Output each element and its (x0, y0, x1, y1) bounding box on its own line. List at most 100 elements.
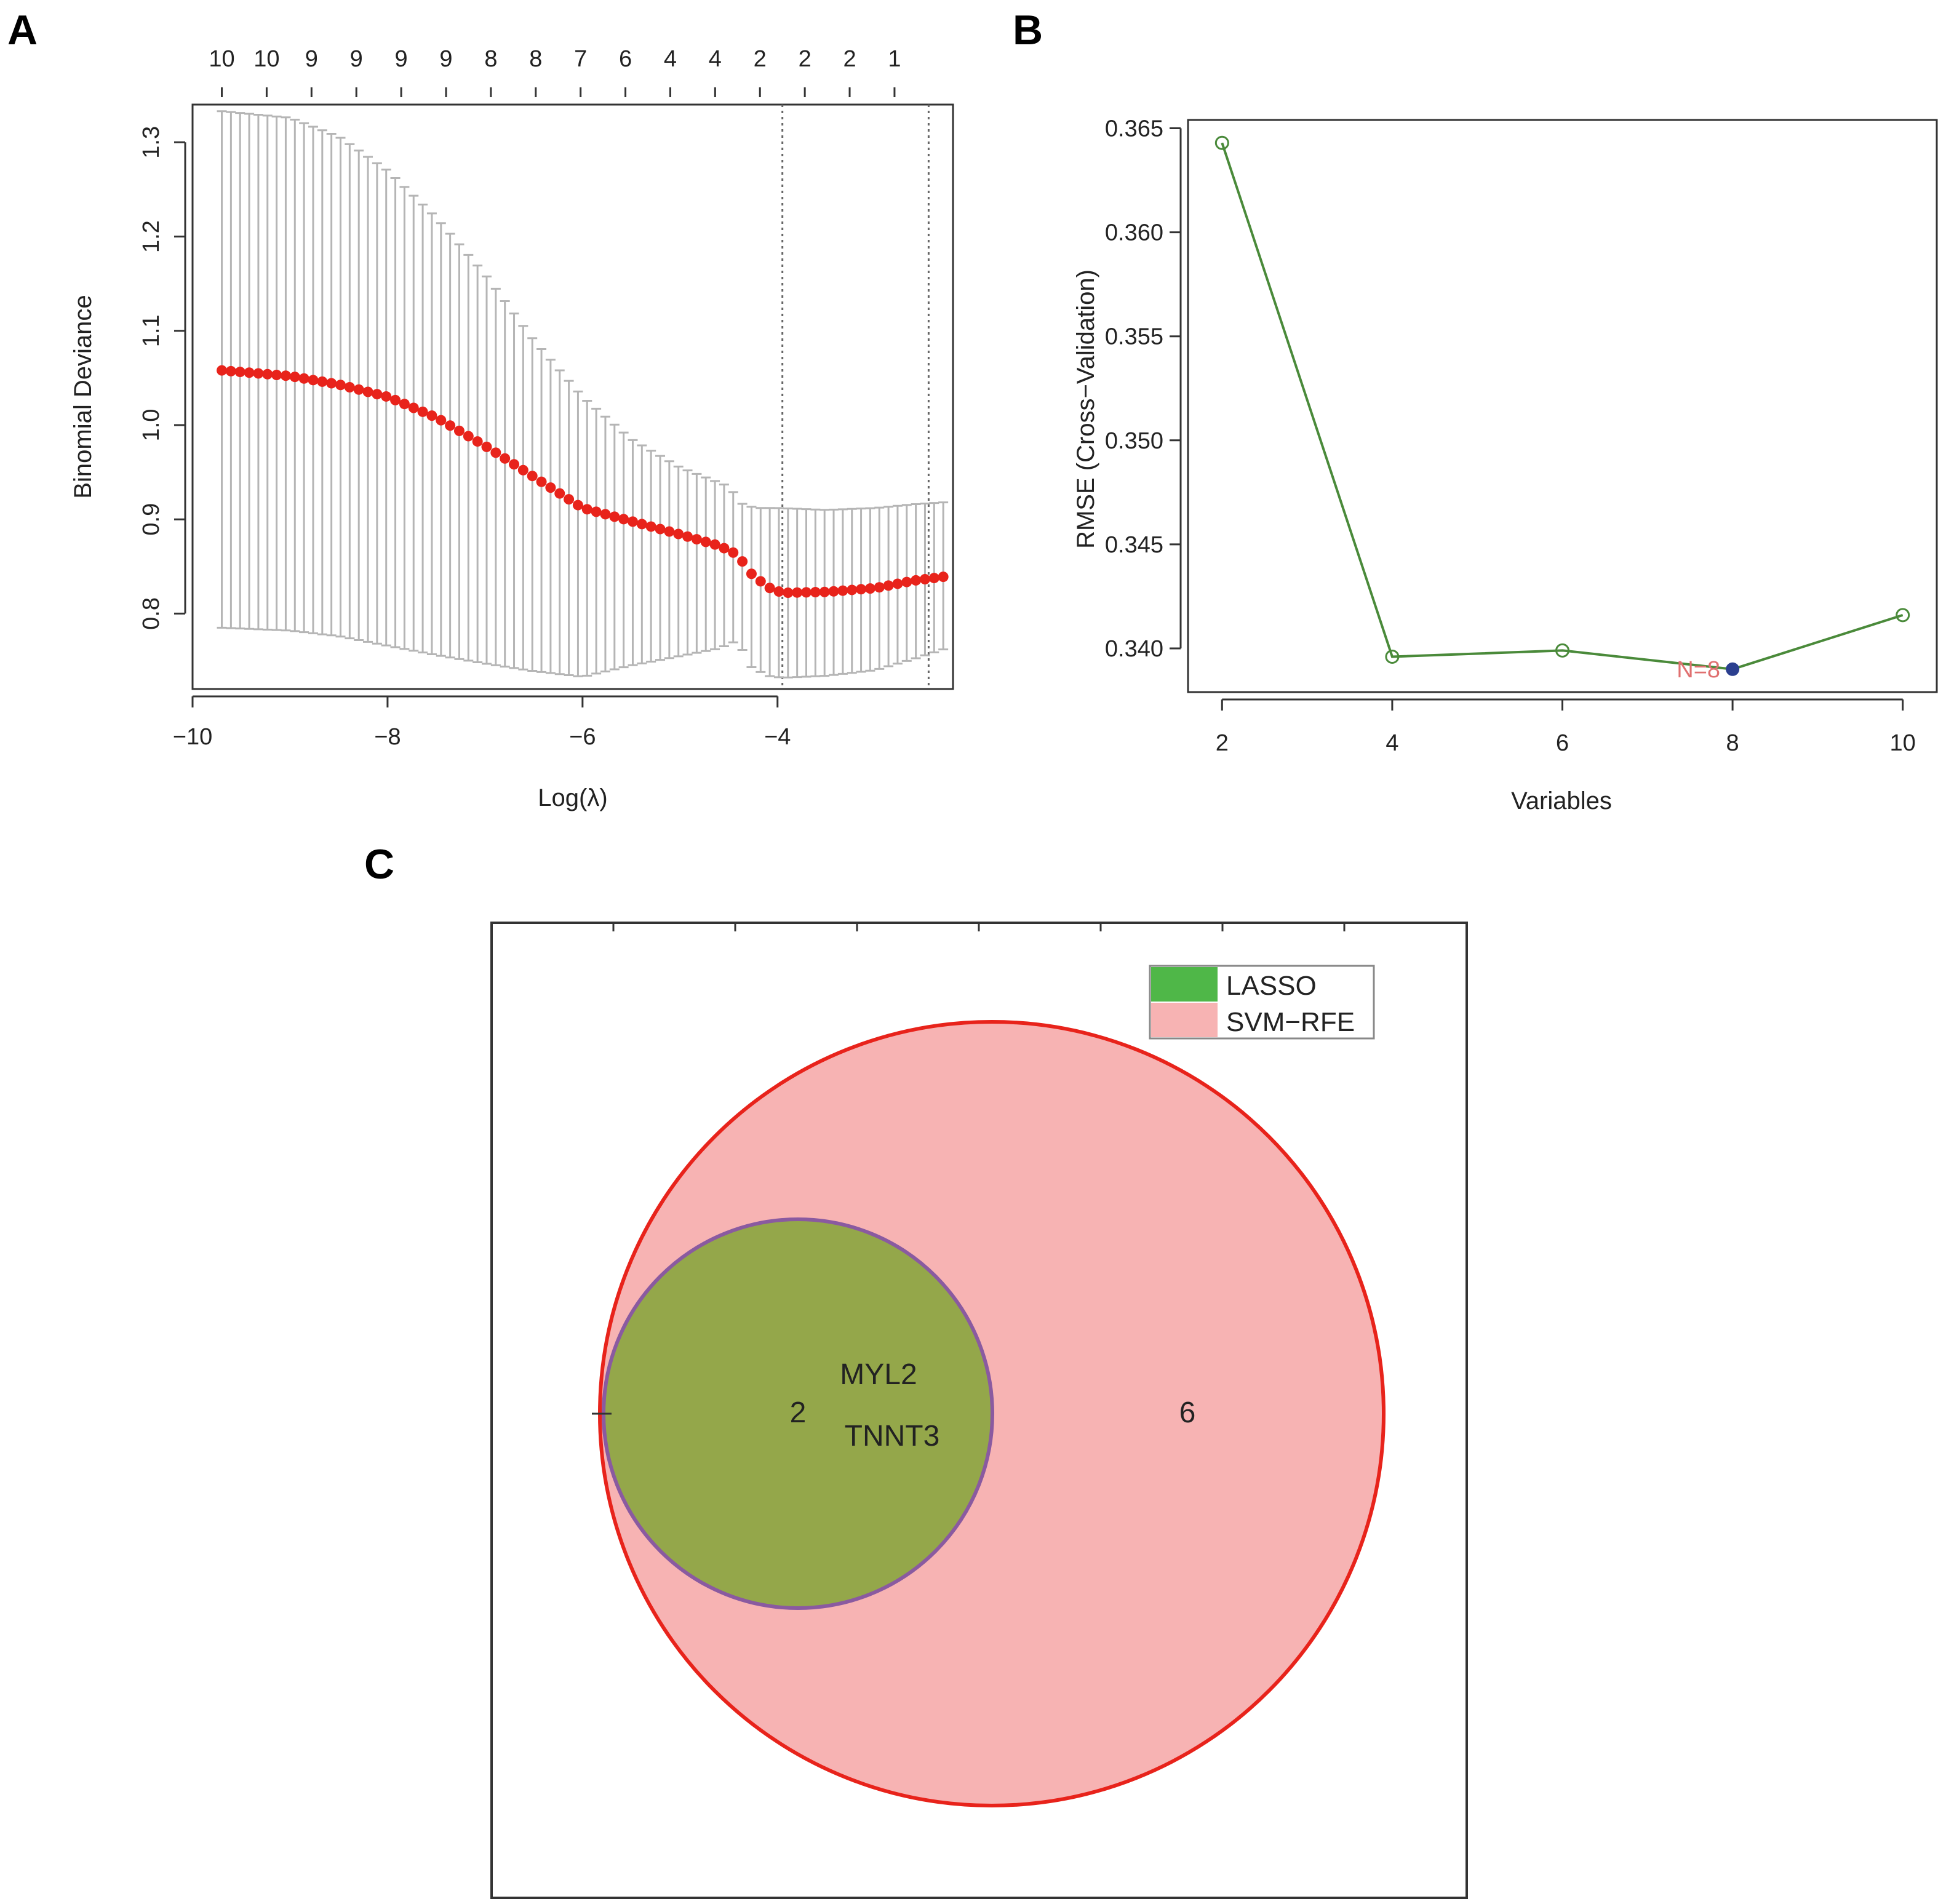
deviance-point (874, 582, 885, 593)
lasso-plot-frame (191, 103, 954, 690)
deviance-point (792, 587, 803, 598)
lasso-cv-chart: −10 −8 −6 −4 0.8 0.9 1.0 1.1 1.2 1.3 10 10 9 9 9 9 8 8 7… (70, 46, 954, 811)
x-tick-label: 2 (1216, 730, 1229, 756)
top-tick-label: 9 (439, 46, 452, 72)
deviance-point (344, 382, 355, 393)
deviance-point (234, 367, 245, 378)
deviance-point (673, 528, 684, 540)
deviance-point (253, 368, 264, 379)
deviance-point (746, 568, 757, 580)
deviance-point (436, 415, 447, 426)
svm-plot-frame (1187, 119, 1938, 693)
deviance-point (335, 380, 346, 391)
deviance-point (445, 420, 456, 431)
deviance-point (737, 556, 748, 567)
intersection-count: 2 (790, 1396, 807, 1429)
legend-swatch-svm (1151, 1003, 1218, 1037)
top-tick-label: 9 (350, 46, 363, 72)
deviance-point (938, 572, 949, 583)
deviance-point (225, 365, 236, 376)
y-tick-label: 0.8 (138, 597, 164, 630)
deviance-point (509, 459, 520, 470)
y-tick-label: 1.3 (138, 126, 164, 159)
deviance-point (527, 471, 538, 482)
deviance-point (864, 583, 875, 594)
y-tick-label: 0.340 (1105, 636, 1163, 662)
deviance-point (773, 586, 784, 597)
deviance-point (636, 519, 647, 530)
lasso-error-bars (217, 110, 949, 679)
rmse-point (1896, 608, 1910, 623)
deviance-point (453, 425, 465, 436)
deviance-point (271, 369, 282, 380)
deviance-point (837, 585, 848, 596)
top-tick-label: 10 (209, 46, 234, 72)
top-tick-label: 8 (484, 46, 497, 72)
y-tick-label: 1.1 (138, 314, 164, 347)
legend-label-lasso: LASSO (1226, 971, 1317, 1001)
venn-diagram: 2 6 MYL2 TNNT3 LASSO SVM−RFE (490, 922, 1468, 1899)
y-tick-label: 0.350 (1105, 428, 1163, 454)
deviance-point (262, 368, 273, 380)
deviance-point (764, 583, 775, 594)
top-tick-label: 9 (395, 46, 408, 72)
deviance-point (463, 431, 474, 442)
deviance-point (289, 372, 300, 383)
deviance-point (655, 524, 666, 535)
deviance-point (244, 367, 255, 378)
deviance-point (847, 584, 858, 595)
lasso-y-axis-title: Binomial Deviance (70, 295, 97, 498)
top-tick-label: 2 (754, 46, 767, 72)
venn-legend: LASSO SVM−RFE (1149, 965, 1375, 1040)
deviance-point (810, 587, 821, 598)
deviance-point (572, 500, 583, 511)
panel-letter-a: A (7, 7, 38, 54)
x-tick-label: 6 (1556, 730, 1569, 756)
top-tick-label: 10 (253, 46, 279, 72)
deviance-point (709, 539, 720, 550)
optimum-point (1726, 662, 1740, 676)
deviance-point (801, 587, 812, 598)
top-tick-label: 2 (843, 46, 856, 72)
deviance-point (372, 389, 383, 400)
svm-rmse-points (1214, 135, 1910, 676)
deviance-point (928, 573, 939, 584)
top-tick-label: 1 (888, 46, 901, 72)
deviance-point (317, 376, 328, 387)
deviance-point (609, 511, 620, 522)
deviance-point (362, 386, 373, 397)
deviance-point (892, 578, 903, 589)
deviance-point (399, 399, 410, 410)
deviance-point (326, 378, 337, 389)
deviance-point (426, 410, 437, 421)
deviance-point (919, 573, 930, 584)
x-tick-label: −4 (764, 724, 791, 750)
legend-label-svm: SVM−RFE (1226, 1007, 1355, 1037)
y-tick-label: 0.365 (1105, 116, 1163, 142)
y-tick-label: 1.0 (138, 409, 164, 442)
x-tick-label: −6 (569, 724, 596, 750)
deviance-point (353, 384, 364, 395)
deviance-point (390, 394, 401, 405)
deviance-point (856, 584, 867, 595)
deviance-point (280, 370, 291, 381)
top-tick-label: 2 (799, 46, 811, 72)
top-tick-label: 4 (709, 46, 722, 72)
rmse-point (1555, 643, 1569, 658)
x-tick-label: 8 (1726, 730, 1739, 756)
deviance-point (911, 575, 922, 586)
gene-label: MYL2 (840, 1358, 917, 1391)
deviance-point (564, 494, 575, 505)
rmse-point (1214, 135, 1229, 150)
deviance-point (618, 514, 629, 525)
deviance-point (691, 534, 702, 545)
svm-rfe-chart: 2 4 6 8 10 0.340 0.345 0.350 0.355 0.360 0.365 N=… (1072, 116, 1938, 815)
deviance-point (554, 488, 565, 499)
y-tick-label: 0.360 (1105, 220, 1163, 246)
top-tick-label: 9 (305, 46, 318, 72)
deviance-point (408, 402, 419, 413)
top-tick-label: 7 (574, 46, 587, 72)
deviance-point (682, 531, 693, 542)
deviance-point (545, 482, 556, 493)
top-tick-label: 4 (664, 46, 677, 72)
